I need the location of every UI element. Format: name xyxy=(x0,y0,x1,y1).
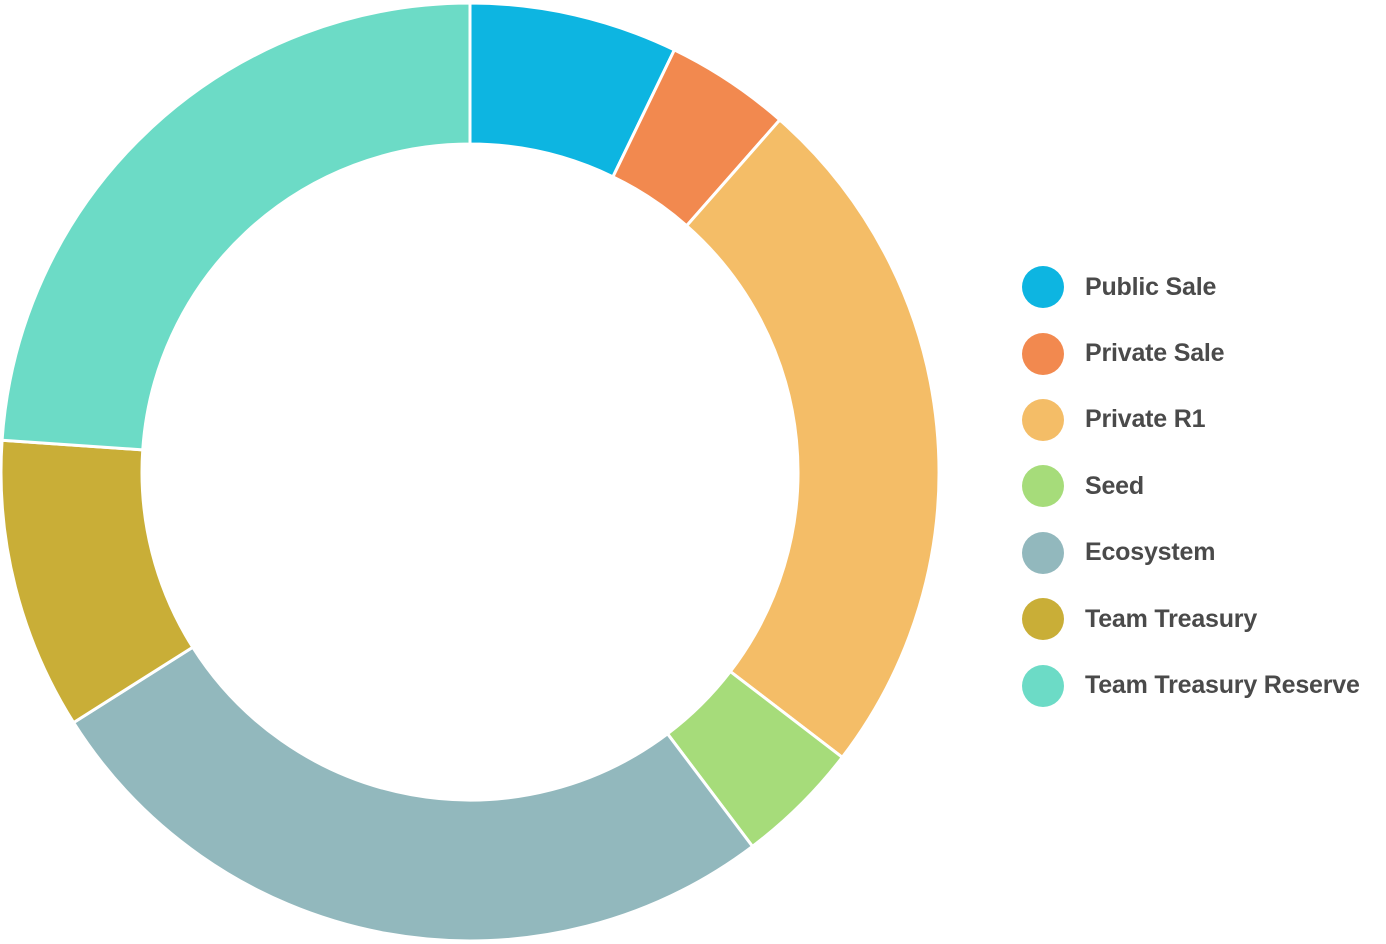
slice-team-treasury-reserve[interactable] xyxy=(0,1,472,452)
legend-swatch xyxy=(1022,465,1064,508)
legend-label: Public Sale xyxy=(1085,272,1217,301)
legend-item-ecosystem[interactable]: Ecosystem xyxy=(1022,520,1360,586)
legend-label: Private Sale xyxy=(1085,339,1225,368)
legend-label: Team Treasury Reserve xyxy=(1085,671,1360,700)
legend-swatch xyxy=(1022,664,1064,707)
legend-label: Ecosystem xyxy=(1085,538,1216,567)
legend-item-seed[interactable]: Seed xyxy=(1022,453,1360,519)
donut-slices xyxy=(0,1,941,943)
legend-swatch xyxy=(1022,531,1064,574)
legend-item-private-r1[interactable]: Private R1 xyxy=(1022,387,1360,453)
slice-private-r1[interactable] xyxy=(685,118,941,759)
legend-swatch xyxy=(1022,398,1064,441)
legend-label: Seed xyxy=(1085,471,1144,500)
legend-swatch xyxy=(1022,598,1064,641)
legend-item-private-sale[interactable]: Private Sale xyxy=(1022,320,1360,386)
legend-label: Team Treasury xyxy=(1085,604,1258,633)
legend-item-team-treasury-reserve[interactable]: Team Treasury Reserve xyxy=(1022,652,1360,718)
slice-ecosystem[interactable] xyxy=(72,645,754,943)
legend-label: Private R1 xyxy=(1085,405,1206,434)
legend-item-team-treasury[interactable]: Team Treasury xyxy=(1022,586,1360,652)
chart-legend: Public Sale Private Sale Private R1 Seed Eco… xyxy=(1022,254,1360,719)
legend-swatch xyxy=(1022,266,1064,309)
legend-item-public-sale[interactable]: Public Sale xyxy=(1022,254,1360,320)
legend-swatch xyxy=(1022,332,1064,375)
